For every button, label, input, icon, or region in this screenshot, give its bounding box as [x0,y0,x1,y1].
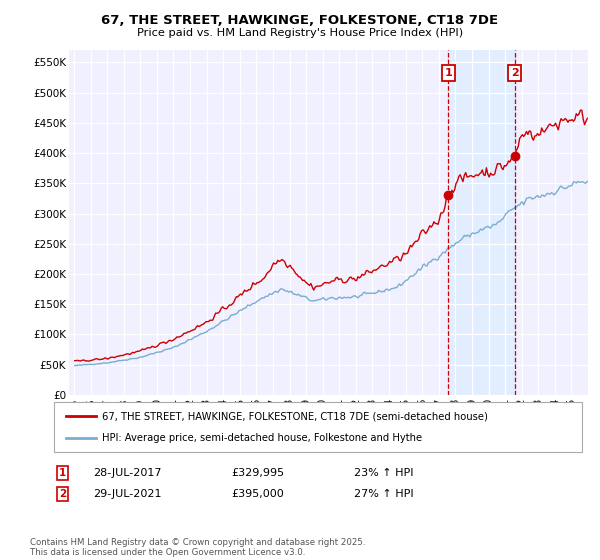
Text: 67, THE STREET, HAWKINGE, FOLKESTONE, CT18 7DE: 67, THE STREET, HAWKINGE, FOLKESTONE, CT… [101,14,499,27]
Text: £395,000: £395,000 [231,489,284,499]
Text: Price paid vs. HM Land Registry's House Price Index (HPI): Price paid vs. HM Land Registry's House … [137,28,463,38]
Bar [448,50,515,395]
Text: 29-JUL-2021: 29-JUL-2021 [93,489,161,499]
Text: 28-JUL-2017: 28-JUL-2017 [93,468,161,478]
Text: 23% ↑ HPI: 23% ↑ HPI [354,468,413,478]
Text: 27% ↑ HPI: 27% ↑ HPI [354,489,413,499]
Text: Contains HM Land Registry data © Crown copyright and database right 2025.
This d: Contains HM Land Registry data © Crown c… [30,538,365,557]
Text: 2: 2 [59,489,66,499]
Text: £329,995: £329,995 [231,468,284,478]
Text: 67, THE STREET, HAWKINGE, FOLKESTONE, CT18 7DE (semi-detached house): 67, THE STREET, HAWKINGE, FOLKESTONE, CT… [102,411,488,421]
Text: HPI: Average price, semi-detached house, Folkestone and Hythe: HPI: Average price, semi-detached house,… [102,433,422,444]
Text: 2: 2 [511,68,518,78]
Text: 1: 1 [445,68,452,78]
Text: 1: 1 [59,468,66,478]
